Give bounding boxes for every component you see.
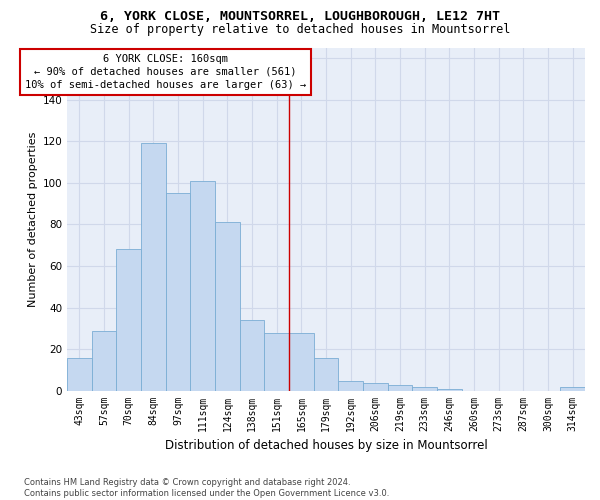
Bar: [265, 333, 289, 391]
Bar: [560, 387, 585, 391]
Bar: [166, 194, 190, 391]
Text: Size of property relative to detached houses in Mountsorrel: Size of property relative to detached ho…: [90, 22, 510, 36]
Y-axis label: Number of detached properties: Number of detached properties: [28, 132, 38, 307]
Bar: [363, 382, 388, 391]
Bar: [412, 387, 437, 391]
Bar: [388, 385, 412, 391]
Bar: [314, 358, 338, 391]
Text: 6 YORK CLOSE: 160sqm
← 90% of detached houses are smaller (561)
10% of semi-deta: 6 YORK CLOSE: 160sqm ← 90% of detached h…: [25, 54, 307, 90]
Bar: [67, 358, 92, 391]
Bar: [215, 222, 240, 391]
X-axis label: Distribution of detached houses by size in Mountsorrel: Distribution of detached houses by size …: [164, 440, 487, 452]
Bar: [240, 320, 265, 391]
Bar: [437, 389, 461, 391]
Bar: [92, 330, 116, 391]
Bar: [190, 181, 215, 391]
Text: 6, YORK CLOSE, MOUNTSORREL, LOUGHBOROUGH, LE12 7HT: 6, YORK CLOSE, MOUNTSORREL, LOUGHBOROUGH…: [100, 10, 500, 23]
Bar: [289, 333, 314, 391]
Text: Contains HM Land Registry data © Crown copyright and database right 2024.
Contai: Contains HM Land Registry data © Crown c…: [24, 478, 389, 498]
Bar: [338, 380, 363, 391]
Bar: [116, 250, 141, 391]
Bar: [141, 144, 166, 391]
